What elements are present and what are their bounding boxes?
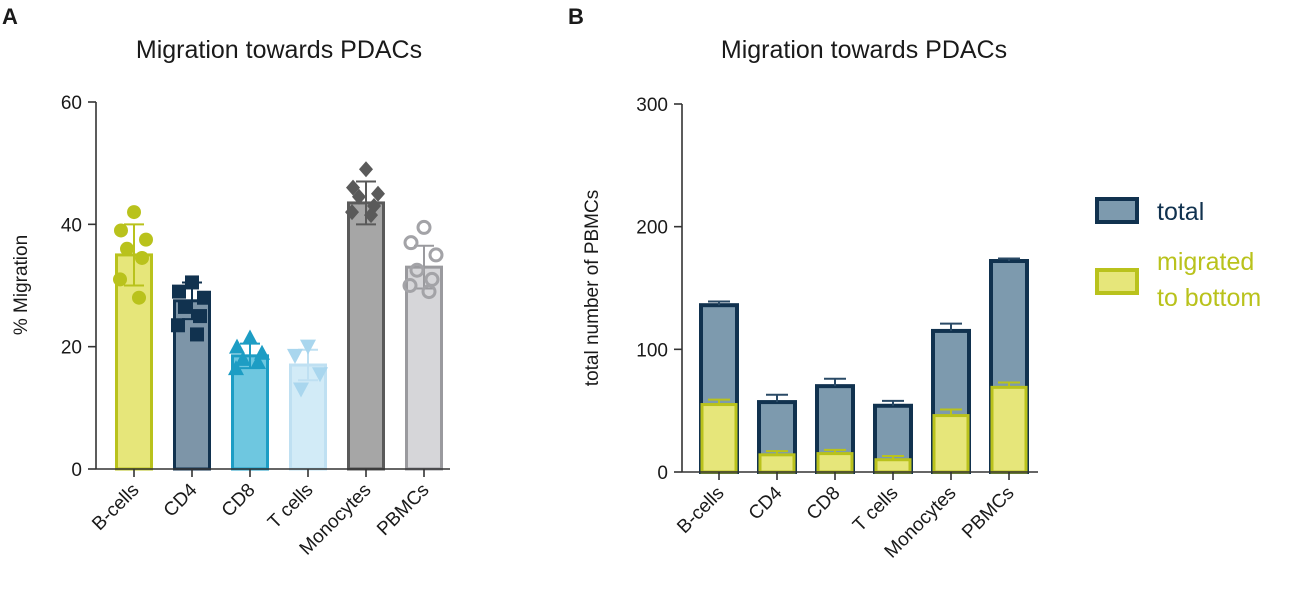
bar-migrated-b-cells	[700, 403, 738, 474]
panel-a-y-axis-label: % Migration	[11, 235, 32, 335]
data-point	[287, 348, 303, 364]
panel-b-x-tick-label: B-cells	[673, 483, 728, 538]
legend-label-migrated-line2: to bottom	[1157, 284, 1261, 312]
bar-migrated-cd8	[816, 452, 854, 474]
data-point	[135, 250, 149, 265]
data-point	[113, 272, 127, 287]
panel-a-y-tick-label: 40	[61, 215, 82, 236]
data-point	[178, 299, 192, 314]
panel-a-label: A	[2, 4, 18, 29]
panel-a-x-tick-label: CD8	[218, 480, 260, 522]
data-point	[242, 329, 258, 345]
panel-b-y-tick-label: 300	[636, 95, 668, 116]
panel-a-x-tick-label: B-cells	[88, 480, 143, 535]
panel-b-title: Migration towards PDACs	[721, 36, 1007, 64]
bar-b-cells	[115, 253, 153, 471]
data-point	[416, 219, 432, 235]
data-point	[428, 247, 444, 263]
panel-b-y-tick-label: 0	[657, 463, 668, 484]
data-point	[352, 188, 366, 205]
data-point	[229, 338, 245, 354]
data-point	[171, 318, 185, 333]
panel-b-bars	[699, 257, 1029, 475]
data-point	[197, 290, 211, 305]
data-point	[250, 353, 266, 369]
data-point	[403, 235, 419, 251]
panel-b-axes	[681, 104, 1038, 473]
data-point	[132, 290, 146, 305]
panel-a-x-tick-label: T cells	[264, 480, 317, 533]
panel-a-points	[113, 161, 444, 398]
bar-migrated-monocytes	[932, 414, 970, 474]
panel-a-bars	[115, 180, 443, 471]
data-point	[346, 179, 360, 196]
panel-b-y-axis-label: total number of PBMCs	[582, 190, 603, 386]
data-point	[312, 367, 328, 383]
data-point	[228, 360, 244, 376]
legend-label-migrated-line1: migrated	[1157, 248, 1254, 276]
data-point	[190, 327, 204, 342]
data-point	[409, 262, 425, 278]
panel-b-label: B	[568, 4, 584, 29]
bar-migrated-cd4	[758, 453, 796, 474]
panel-a: A Migration towards PDACs % Migration 0 2…	[2, 4, 450, 560]
panel-b-x-tick-label: CD4	[745, 482, 787, 524]
panel-a-y-tick-label: 0	[71, 460, 82, 481]
data-point	[185, 275, 199, 290]
panel-a-y-tick-label: 20	[61, 338, 82, 359]
data-point	[364, 207, 378, 224]
panel-b-y-tick-label: 200	[636, 218, 668, 239]
panel-a-x-tick-label: CD4	[160, 479, 202, 521]
panel-a-y-tick-label: 60	[61, 93, 82, 114]
data-point	[402, 278, 418, 293]
bar-pbmcs	[405, 265, 443, 471]
legend-swatch-total	[1095, 197, 1139, 224]
panel-a-axes	[95, 102, 450, 470]
panel-a-x-tick-label: PBMCs	[373, 480, 433, 540]
bar-t-cells	[289, 363, 327, 471]
panel-b-y-tick-label: 100	[636, 340, 668, 361]
data-point	[139, 232, 153, 247]
legend-label-total: total	[1157, 198, 1204, 226]
panel-b-x-tick-label: CD8	[803, 483, 845, 525]
data-point	[359, 161, 373, 178]
data-point	[235, 350, 251, 366]
data-point	[345, 204, 359, 221]
panel-b-y-ticks: 0 100 200 300	[636, 95, 682, 484]
data-point	[421, 284, 437, 300]
data-point	[193, 309, 207, 324]
data-point	[300, 339, 316, 355]
data-point	[114, 223, 128, 238]
data-point	[120, 241, 134, 256]
panel-a-title: Migration towards PDACs	[136, 36, 422, 64]
data-point	[172, 284, 186, 299]
panel-b-x-tick-label: T cells	[849, 483, 902, 536]
data-point	[293, 382, 309, 398]
legend-swatch-migrated	[1095, 268, 1139, 295]
panel-b-x-tick-label: PBMCs	[958, 483, 1018, 543]
panel-b: B Migration towards PDACs total number o…	[568, 4, 1261, 563]
data-point	[371, 185, 385, 202]
panel-b-legend: total migrated to bottom	[1095, 197, 1261, 312]
bar-migrated-t-cells	[874, 458, 912, 474]
panel-a-y-ticks: 0 20 40 60	[61, 93, 96, 481]
bar-monocytes	[347, 201, 385, 471]
bar-migrated-pbmcs	[990, 385, 1028, 474]
data-point	[127, 205, 141, 220]
